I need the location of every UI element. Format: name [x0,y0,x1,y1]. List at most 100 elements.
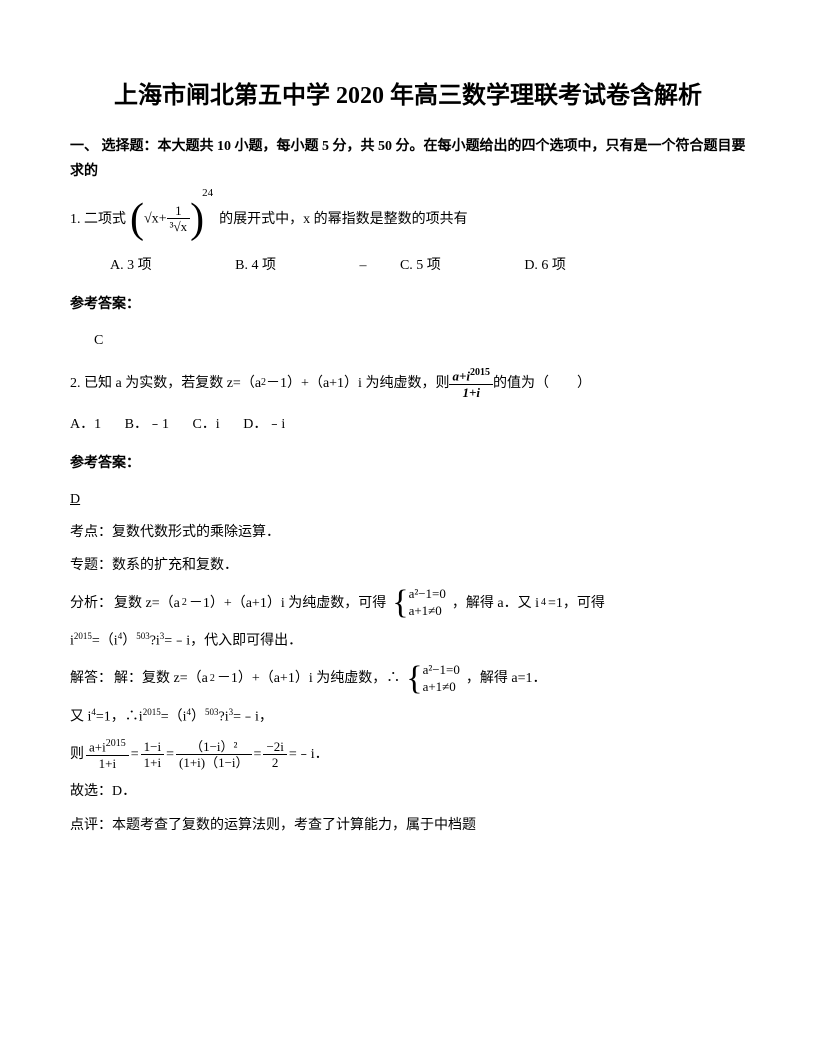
q2-frac-num: a+i2015 [449,367,493,385]
eq-frac2: 1−i 1+i [141,739,164,771]
eq-eq3: = [254,742,262,767]
q1-power: 24 [202,187,213,199]
answer-label-1: 参考答案： [70,292,746,317]
jd2-2015: 2015 [143,707,161,717]
q2-options: A．1 B．﹣1 C．i D．﹣i [70,412,746,437]
eq-frac3: （1−i）² (1+i)（1−i） [176,739,252,771]
q2-option-c: C．i [192,412,219,437]
dianping-text: 本题考查了复数的运算法则，考查了计算能力，属于中档题 [112,818,476,833]
q2-tail: 的值为（ ） [493,371,591,396]
ze-line: 则 a+i2015 1+i = 1−i 1+i = （1−i）² (1+i)（1… [70,738,746,772]
page-title: 上海市闸北第五中学 2020 年高三数学理联考试卷含解析 [70,80,746,114]
q2-frac-num-sup: 2015 [470,367,490,378]
eq-eq2: = [166,742,174,767]
q2-stem: 2. 已知 a 为实数，若复数 z=（a2－1）+（a+1）i 为纯虚数，则 a… [70,367,746,401]
jd2-e: ?i [218,710,228,725]
fx2-e: =﹣i，代入即可得出． [164,634,302,649]
q1-suffix: 的展开式中，x 的幂指数是整数的项共有 [219,207,468,232]
jd2-b: =1，∴i [96,710,143,725]
q2-mid1: －1）+（a+1）i 为纯虚数，则 [266,371,449,396]
kaodian: 考点：复数代数形式的乘除运算． [70,520,746,545]
fx-sq: 2 [182,594,187,612]
left-brace-icon: { [392,586,408,620]
left-brace-icon-2: { [406,662,422,696]
fx-t1: 复数 z=（a [114,591,180,616]
zhuanti-text: 数系的扩充和复数． [112,558,238,573]
fx2-2015: 2015 [74,631,92,641]
section-1-heading: 一、 选择题：本大题共 10 小题，每小题 5 分，共 50 分。在每小题给出的… [70,134,746,184]
kaodian-text: 复数代数形式的乘除运算． [112,525,280,540]
fx-t3: =1，可得 [548,591,605,616]
eq-f2d: 1+i [141,755,164,771]
answer-label-2: 参考答案： [70,451,746,476]
eq-frac1: a+i2015 1+i [86,738,129,772]
jd2-a: 又 i [70,710,91,725]
fenxi-line2: i2015=（i4）503?i3=﹣i，代入即可得出． [70,628,746,654]
eq-f4n: −2i [263,739,286,756]
right-paren-icon: ) [190,198,204,240]
kaodian-label: 考点： [70,525,112,540]
q1-frac-den: ³√x [167,219,191,235]
jd-t1: 解：复数 z=（a [114,666,208,691]
eq-frac4: −2i 2 [263,739,286,771]
jd2-f: =﹣i， [233,710,273,725]
jieda-line1: 解答： 解：复数 z=（a2－1）+（a+1）i 为纯虚数，∴ { a²−1=0… [70,662,746,696]
fx-t1b: －1）+（a+1）i 为纯虚数，可得 [189,591,386,616]
zhuanti-label: 专题： [70,558,112,573]
q2-option-a: A．1 [70,412,101,437]
eq-f1n-b: a+i [89,739,106,754]
fenxi-line1: 分析：复数 z=（a2－1）+（a+1）i 为纯虚数，可得 { a²−1=0 a… [70,586,746,620]
fx2-c: ） [122,634,136,649]
dianping-label: 点评： [70,818,112,833]
fx-system: { a²−1=0 a+1≠0 [392,586,446,620]
q1-options: A. 3 项 B. 4 项 – C. 5 项 D. 6 项 [110,253,746,278]
q1-frac-num: 1 [167,203,191,220]
fx-i4: 4 [541,594,546,612]
q2-option-d: D．﹣i [243,412,285,437]
ze-label: 则 [70,742,84,767]
q2-option-b: B．﹣1 [125,412,169,437]
jd-sys-r1: a²−1=0 [423,662,460,679]
zhuanti: 专题：数系的扩充和复数． [70,553,746,578]
q1-sqrt-x: √x [144,211,159,226]
eq-f1d: 1+i [86,756,129,772]
q1-inner-frac: 1 ³√x [167,203,191,235]
eq-f2n: 1−i [141,739,164,756]
q2-frac-den: 1+i [449,385,493,401]
q1-formula: ( √x+ 1 ³√x ) 24 [130,198,215,241]
q1-answer: C [94,328,746,353]
q1-option-c: C. 5 项 [400,253,441,278]
jd2-d: ） [191,710,205,725]
guxuan: 故选：D． [70,779,746,804]
q2-prefix: 2. 已知 a 为实数，若复数 z=（a [70,371,261,396]
jieda-line2: 又 i4=1，∴i2015=（i4）503?i3=﹣i， [70,704,746,730]
q2-answer: D [70,487,746,512]
q1-dash: – [359,253,366,278]
jieda-label: 解答： [70,666,112,691]
jd-sys-r2: a+1≠0 [423,679,460,696]
fx2-d: ?i [150,634,160,649]
fx-sys-r1: a²−1=0 [409,586,446,603]
q1-option-a: A. 3 项 [110,253,152,278]
jd-t1b: －1）+（a+1）i 为纯虚数，∴ [217,666,400,691]
q2-frac-num-base: a+i [452,368,470,383]
jd-sq: 2 [210,670,215,688]
q1-option-b: B. 4 项 [235,253,276,278]
eq-tail: =﹣i． [289,742,329,767]
eq-f4d: 2 [263,755,286,771]
jd-system: { a²−1=0 a+1≠0 [406,662,460,696]
fx-sys-r2: a+1≠0 [409,603,446,620]
eq-f3n: （1−i）² [176,739,252,756]
eq-f1n: a+i2015 [86,738,129,756]
jd-t2: ，解得 a=1． [466,666,547,691]
fx2-b: =（i [92,634,118,649]
fx2-503: 503 [136,631,150,641]
eq-f3d: (1+i)（1−i） [176,755,252,771]
q1-stem: 1. 二项式 ( √x+ 1 ³√x ) 24 的展开式中，x 的幂指数是整数的… [70,198,746,241]
fenxi-label: 分析： [70,591,112,616]
left-paren-icon: ( [130,198,144,240]
jd2-503: 503 [205,707,219,717]
jd2-c: =（i [161,710,187,725]
dianping: 点评：本题考查了复数的运算法则，考查了计算能力，属于中档题 [70,813,746,838]
question-1: 1. 二项式 ( √x+ 1 ³√x ) 24 的展开式中，x 的幂指数是整数的… [70,198,746,278]
